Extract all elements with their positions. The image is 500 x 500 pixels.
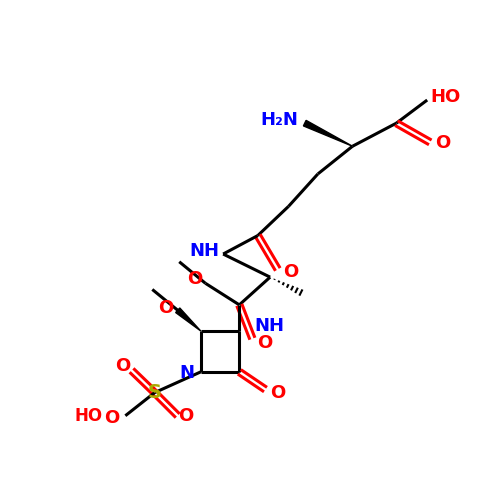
Text: HO: HO xyxy=(430,88,460,106)
Text: O: O xyxy=(435,134,450,152)
Text: NH: NH xyxy=(190,242,220,260)
Polygon shape xyxy=(176,308,201,331)
Text: O: O xyxy=(178,406,193,424)
Text: O: O xyxy=(158,299,174,317)
Text: O: O xyxy=(270,384,285,402)
Text: N: N xyxy=(180,364,194,382)
Text: O: O xyxy=(114,358,130,376)
Text: O: O xyxy=(104,409,119,427)
Text: S: S xyxy=(148,383,162,402)
Text: O: O xyxy=(283,263,298,281)
Text: O: O xyxy=(257,334,272,351)
Text: O: O xyxy=(187,270,202,288)
Polygon shape xyxy=(304,120,352,146)
Text: HO: HO xyxy=(74,406,102,424)
Text: H₂N: H₂N xyxy=(260,111,298,129)
Text: NH: NH xyxy=(254,316,284,334)
